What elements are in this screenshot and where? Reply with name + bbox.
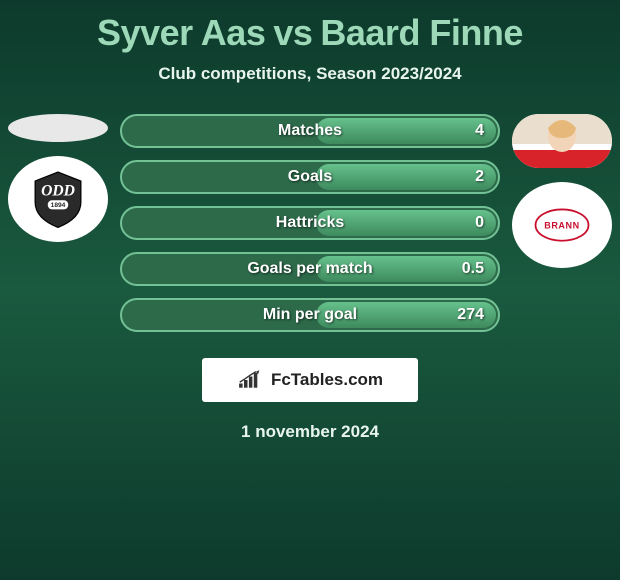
stat-value: 4: [475, 122, 484, 140]
right-column: BRANN: [512, 114, 612, 268]
player1-name: Syver Aas: [97, 12, 265, 53]
left-column: ODD 1894: [8, 114, 108, 242]
stat-bar-goals: Goals 2: [120, 160, 500, 194]
brand-icon: [237, 369, 265, 391]
player2-name: Baard Finne: [320, 12, 523, 53]
stat-bar-mpg: Min per goal 274: [120, 298, 500, 332]
crest-brann-text: BRANN: [544, 221, 580, 231]
stat-bar-matches: Matches 4: [120, 114, 500, 148]
stat-bar-hattricks: Hattricks 0: [120, 206, 500, 240]
stat-label: Matches: [278, 122, 342, 140]
stat-label: Hattricks: [276, 214, 344, 232]
subtitle: Club competitions, Season 2023/2024: [0, 64, 620, 84]
stat-label: Goals per match: [247, 260, 372, 278]
stat-label: Goals: [288, 168, 332, 186]
crest-odd-year: 1894: [51, 202, 66, 209]
stat-fill: [316, 118, 496, 144]
stat-value: 0.5: [462, 260, 484, 278]
stat-value: 274: [457, 306, 484, 324]
date-text: 1 november 2024: [0, 422, 620, 442]
stat-fill: [316, 164, 496, 190]
brand-text: FcTables.com: [271, 370, 383, 390]
stats-wrap: ODD 1894 Matches 4 Goals 2 Hattricks 0 G…: [0, 114, 620, 332]
stat-value: 0: [475, 214, 484, 232]
brand-box: FcTables.com: [202, 358, 418, 402]
player1-crest: ODD 1894: [8, 156, 108, 242]
player2-crest: BRANN: [512, 182, 612, 268]
stat-bars: Matches 4 Goals 2 Hattricks 0 Goals per …: [120, 114, 500, 332]
stat-bar-gpm: Goals per match 0.5: [120, 252, 500, 286]
crest-odd-text: ODD: [41, 182, 75, 199]
vs-text: vs: [273, 12, 312, 53]
stat-label: Min per goal: [263, 306, 357, 324]
player2-avatar: [512, 114, 612, 168]
stat-value: 2: [475, 168, 484, 186]
page-title: Syver AasvsBaard Finne: [0, 0, 620, 54]
player1-avatar: [8, 114, 108, 142]
